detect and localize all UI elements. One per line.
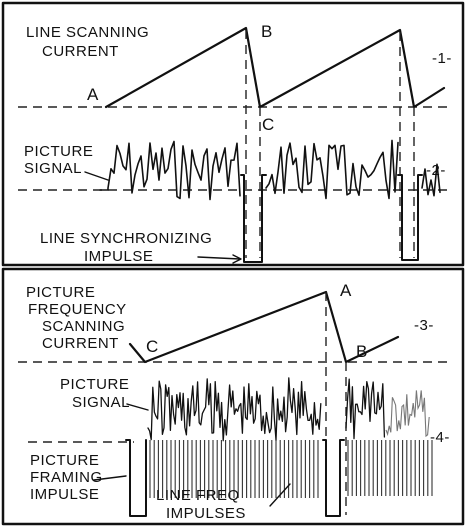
dense-picture-signal-2 (345, 378, 386, 440)
line-freq-label-2: IMPULSES (166, 505, 246, 522)
point-b-label: B (261, 22, 273, 41)
sync-leader-arrowhead (232, 254, 242, 264)
picture-signal-waveform-segment-2 (265, 139, 399, 200)
picture-signal-waveform-segment-1 (99, 140, 241, 201)
frame-point-c-label: C (146, 337, 159, 356)
impulses-leader-line (269, 483, 291, 507)
frame-scanning-title-2: FREQUENCY (28, 301, 127, 318)
dense-picture-signal-1 (147, 377, 322, 442)
signal-leader-line (84, 171, 109, 181)
figure-number-2: -2- (426, 162, 446, 179)
line-freq-impulse-bars (149, 440, 433, 498)
line-sawtooth-waveform (104, 26, 446, 109)
frame-scanning-title-1: PICTURE (26, 284, 95, 301)
framing-leader-line (93, 475, 127, 481)
line-sync-label-2: IMPULSE (84, 248, 153, 265)
sync-leader-arrow (197, 256, 241, 260)
panel-2-picture-signal: PICTURE SIGNAL LINE SYNCHRONIZING IMPULS… (18, 139, 448, 265)
frame-gap-pulse (322, 439, 345, 517)
frame-scanning-title-3: SCANNING (42, 318, 125, 335)
line-scanning-title-1: LINE SCANNING (26, 24, 149, 41)
signal-4-leader-line (126, 403, 149, 411)
bottom-panel-frame (1, 267, 465, 526)
framing-impulse-label-3: IMPULSE (30, 486, 99, 503)
framing-impulse-label-1: PICTURE (30, 452, 99, 469)
panel-4-frame-signal: PICTURE SIGNAL PICTURE FRAMING IMPULSE L… (28, 376, 450, 522)
picture-signal-label-2: SIGNAL (24, 160, 82, 177)
point-a-label: A (87, 85, 99, 104)
picture-signal-waveform-segment-3 (421, 163, 441, 197)
line-sync-pulse-2 (397, 174, 423, 261)
top-panel-frame (1, 1, 465, 267)
point-c-label: C (262, 115, 275, 134)
frame-point-b-label: B (356, 342, 368, 361)
framing-impulse-label-2: FRAMING (30, 469, 103, 486)
line-scanning-title-2: CURRENT (42, 43, 119, 60)
picture-signal-label-1: PICTURE (24, 143, 93, 160)
dense-picture-signal-3 (385, 390, 430, 438)
figure-number-4: -4- (430, 429, 450, 446)
panel-3-picture-frequency-scanning: PICTURE FREQUENCY SCANNING CURRENT A B C… (18, 281, 448, 515)
line-sync-label-1: LINE SYNCHRONIZING (40, 230, 212, 247)
frame-point-a-label: A (340, 281, 352, 300)
panel-1-line-scanning: LINE SCANNING CURRENT A B C -1- (18, 22, 452, 258)
figure-number-3: -3- (414, 317, 434, 334)
picture-signal-4-label-2: SIGNAL (72, 394, 130, 411)
line-sync-pulse-1 (240, 174, 267, 263)
figure-number-1: -1- (432, 50, 452, 67)
frame-scanning-title-4: CURRENT (42, 335, 119, 352)
picture-signal-4-label-1: PICTURE (60, 376, 129, 393)
line-freq-label-1: LINE FREQ (156, 487, 240, 504)
picture-framing-impulse (125, 439, 147, 517)
